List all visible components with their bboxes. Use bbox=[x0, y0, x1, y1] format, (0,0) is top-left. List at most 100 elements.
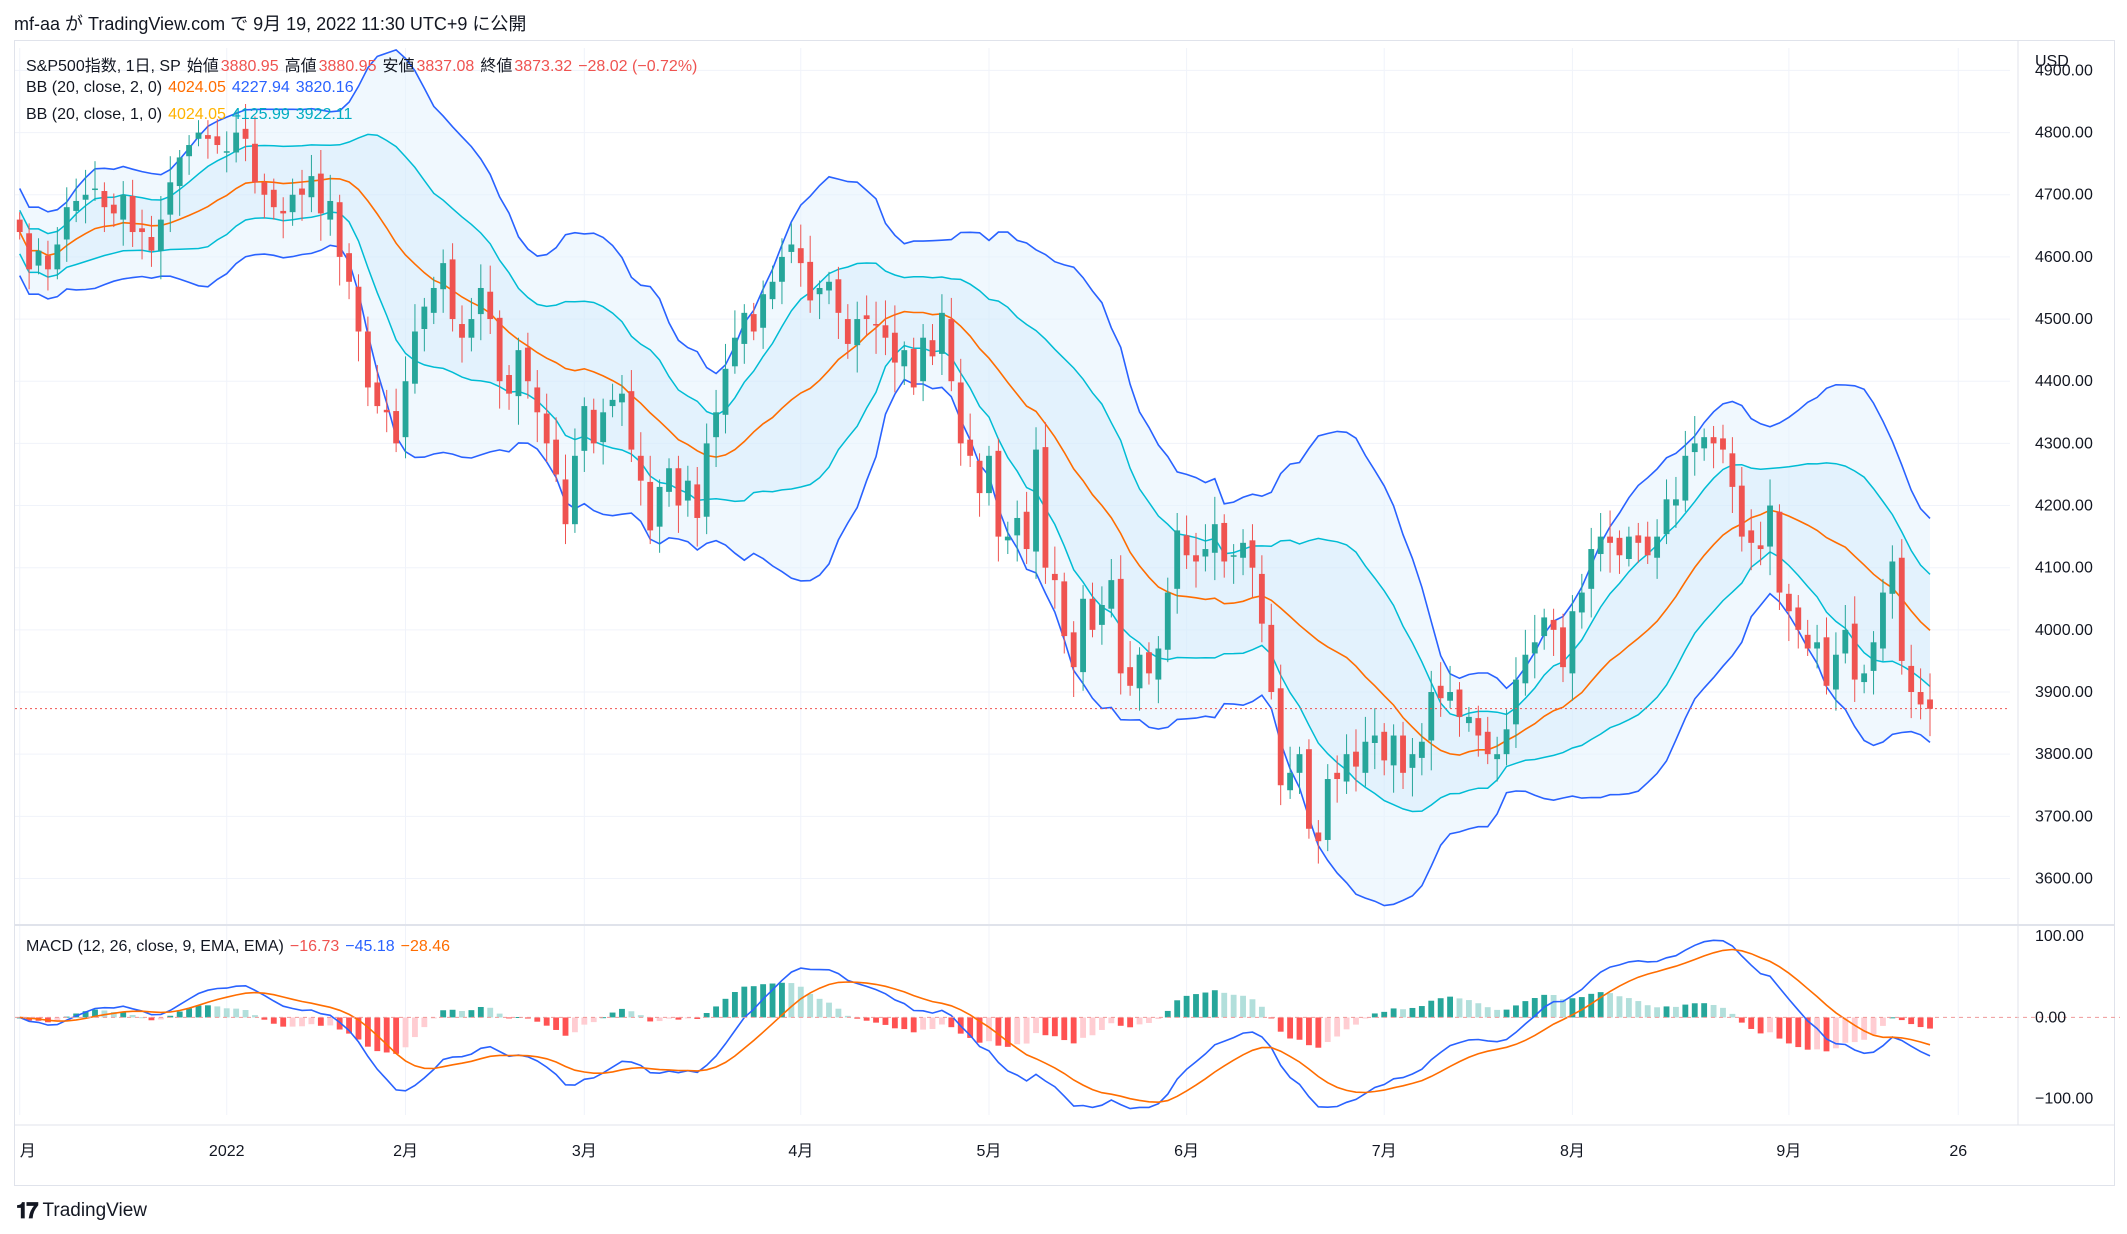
candle bbox=[694, 467, 701, 547]
candle bbox=[957, 358, 964, 466]
candle bbox=[779, 238, 785, 305]
macd-hist-bar bbox=[1230, 994, 1237, 1018]
macd-hist-bar bbox=[835, 1008, 842, 1018]
candle-body bbox=[374, 382, 381, 407]
candle bbox=[1343, 734, 1350, 794]
macd-hist-bar bbox=[600, 1017, 607, 1019]
macd-hist-bar bbox=[1418, 1006, 1425, 1018]
macd-hist-bar bbox=[1353, 1017, 1359, 1025]
candle-body bbox=[1503, 729, 1510, 755]
candle-body bbox=[110, 204, 117, 214]
candle bbox=[120, 181, 127, 246]
candle bbox=[214, 118, 221, 154]
candle-body bbox=[1691, 443, 1698, 453]
candle-body bbox=[1249, 540, 1256, 568]
macd-hist-bar bbox=[1315, 1017, 1322, 1048]
macd-hist-bar bbox=[1776, 1017, 1783, 1039]
candle-body bbox=[383, 409, 390, 413]
candle bbox=[986, 445, 992, 506]
candle bbox=[731, 310, 738, 374]
candle-body bbox=[63, 207, 70, 240]
time-tick-label: 8月 bbox=[1560, 1143, 1585, 1160]
macd-hist-bar bbox=[1588, 993, 1595, 1018]
candle-body bbox=[1578, 592, 1585, 613]
candle-body bbox=[1400, 735, 1406, 773]
macd-hist-bar bbox=[1729, 1013, 1736, 1018]
publish-header: mf-aa が TradingView.com で 9月 19, 2022 11… bbox=[14, 14, 527, 34]
footer[interactable]: 𝟏𝟕 TradingView bbox=[16, 1198, 147, 1224]
candle-body bbox=[1654, 536, 1661, 558]
macd-hist-bar bbox=[1343, 1017, 1350, 1030]
macd-hist-bar bbox=[167, 1015, 174, 1018]
candle-body bbox=[1889, 561, 1896, 594]
macd-hist-bar bbox=[1607, 993, 1613, 1018]
time-tick-label: 6月 bbox=[1174, 1143, 1199, 1160]
candle-body bbox=[1785, 593, 1792, 612]
macd-hist-bar bbox=[920, 1017, 927, 1030]
macd-hist-bar bbox=[1475, 1003, 1482, 1018]
macd-hist-bar bbox=[1004, 1017, 1011, 1047]
candle-body bbox=[1080, 598, 1086, 673]
candle-body bbox=[477, 287, 484, 315]
macd-hist-bar bbox=[1014, 1017, 1021, 1045]
candle bbox=[835, 266, 842, 339]
macd-hist-bar bbox=[1625, 998, 1632, 1018]
macd-hist-bar bbox=[1682, 1004, 1689, 1018]
candle bbox=[1127, 641, 1134, 696]
macd-hist-bar bbox=[515, 1016, 522, 1018]
macd-hist-bar bbox=[195, 1005, 202, 1018]
macd-hist-bar bbox=[581, 1017, 588, 1025]
candle bbox=[1870, 631, 1877, 695]
candle-body bbox=[1070, 632, 1077, 668]
candle-body bbox=[1390, 735, 1397, 766]
macd-hist-bar bbox=[995, 1017, 1002, 1046]
candle bbox=[101, 182, 108, 233]
candle-body bbox=[826, 281, 832, 291]
legend-symbol: S&P500指数, 1日, SP bbox=[26, 58, 181, 75]
candle bbox=[477, 264, 484, 341]
candle-body bbox=[882, 325, 889, 338]
candle bbox=[1070, 621, 1077, 697]
macd-hist-bar bbox=[487, 1007, 494, 1018]
bb-outer-fill bbox=[19, 49, 1931, 906]
macd-hist-bar bbox=[703, 1013, 710, 1018]
candle-body bbox=[204, 135, 211, 139]
candle bbox=[1202, 524, 1209, 572]
candle bbox=[1757, 521, 1764, 566]
macd-hist-bar bbox=[1277, 1017, 1284, 1032]
candle bbox=[1861, 664, 1868, 694]
candle bbox=[364, 316, 371, 407]
candle bbox=[619, 375, 625, 426]
candle-body bbox=[280, 210, 287, 214]
candle bbox=[289, 178, 296, 226]
candle bbox=[1785, 583, 1792, 642]
candle-body bbox=[873, 324, 879, 326]
legend-bb1-label: BB (20, close, 1, 0) bbox=[26, 106, 163, 123]
macd-hist-bar bbox=[223, 1008, 230, 1018]
candle-body bbox=[35, 250, 42, 266]
candle-body bbox=[1513, 679, 1519, 725]
candle-body bbox=[986, 455, 992, 494]
bb-inner-fill bbox=[19, 134, 1931, 812]
macd-hist-bar bbox=[327, 1017, 334, 1026]
candle bbox=[167, 156, 174, 233]
macd-hist-bar bbox=[1757, 1017, 1764, 1034]
candle bbox=[1710, 425, 1717, 469]
candle bbox=[1597, 512, 1604, 572]
macd-hist-bar bbox=[788, 983, 795, 1018]
macd-hist-bar bbox=[261, 1017, 268, 1020]
candle-body bbox=[26, 233, 33, 270]
candle-body bbox=[1870, 642, 1877, 671]
macd-hist-bar bbox=[1070, 1017, 1077, 1044]
candle bbox=[186, 135, 193, 175]
candle-body bbox=[506, 375, 512, 394]
candle bbox=[176, 149, 183, 216]
candle bbox=[1738, 467, 1745, 552]
macd-hist-bar bbox=[1371, 1013, 1378, 1018]
candle-body bbox=[553, 439, 560, 475]
macd-hist-bar bbox=[976, 1017, 983, 1043]
macd-hist-bar bbox=[1842, 1017, 1849, 1043]
candle bbox=[1268, 603, 1275, 700]
candle-body bbox=[421, 306, 428, 330]
